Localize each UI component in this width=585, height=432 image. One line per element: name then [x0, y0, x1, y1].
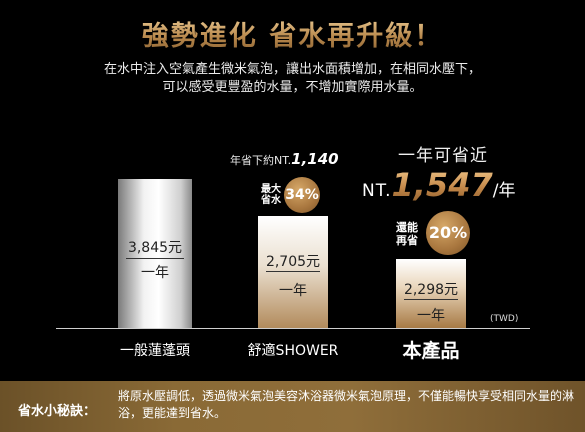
product-badge-label: 還能 再省	[392, 221, 422, 247]
bar-this-product	[396, 259, 466, 328]
shower-badge-label: 最大 省水	[258, 184, 284, 206]
bar-unit-comfort: 一年	[279, 283, 307, 299]
shower-badge-label-1: 最大	[261, 184, 281, 195]
bar-divider-comfort	[266, 271, 320, 272]
product-percent-badge: 20%	[426, 211, 470, 255]
bar-regular-showerhead	[118, 179, 192, 328]
product-badge-label-2: 再省	[396, 234, 418, 247]
product-saving-head: 一年可省近	[398, 146, 488, 166]
bar-divider-product	[404, 299, 458, 300]
bar-unit-product: 一年	[417, 308, 445, 324]
footer-tip-label: 省水小秘訣：	[18, 404, 97, 419]
shower-percent-badge: 34%	[284, 177, 320, 213]
shower-badge-label-2: 省水	[261, 195, 281, 206]
product-badge-label-1: 還能	[396, 221, 418, 234]
product-per-year: /年	[492, 181, 516, 201]
footer-tip-text: 將原水壓調低，透過微米氣泡美容沐浴器微米氣泡原理，不僅能暢快享受相同水量的淋浴，…	[118, 389, 575, 420]
category-label-product: 本產品	[402, 340, 460, 362]
bar-comfort-shower	[258, 216, 328, 328]
page-title: 強勢進化 省水再升級！	[0, 14, 585, 53]
currency-note: (TWD)	[490, 314, 519, 324]
subtitle-line-2: 可以感受更豐盈的水量，不增加實際用水量。	[162, 80, 423, 95]
product-currency: NT.	[362, 181, 392, 201]
bar-unit-regular: 一年	[141, 265, 169, 281]
product-amount: 1,547	[391, 166, 493, 204]
category-label-comfort: 舒適SHOWER	[247, 343, 339, 359]
category-label-regular: 一般蓮蓬頭	[120, 343, 190, 359]
chart-baseline	[56, 328, 530, 329]
shower-saving-prefix: 年省下約NT.	[230, 154, 292, 167]
bar-divider-regular	[126, 258, 184, 259]
bar-value-regular: 3,845元	[127, 240, 183, 256]
shower-saving-note: 年省下約NT.1,140	[230, 150, 339, 168]
footer-tip-bar: 省水小秘訣： 將原水壓調低，透過微米氣泡美容沐浴器微米氣泡原理，不僅能暢快享受相…	[0, 381, 585, 432]
subtitle-line-1: 在水中注入空氣產生微米氣泡，讓出水面積增加，在相同水壓下，	[103, 62, 481, 77]
bar-value-comfort: 2,705元	[265, 254, 321, 270]
bar-value-product: 2,298元	[403, 282, 459, 298]
shower-saving-value: 1,140	[291, 150, 339, 168]
product-saving-amount: NT.1,547/年	[362, 166, 515, 204]
